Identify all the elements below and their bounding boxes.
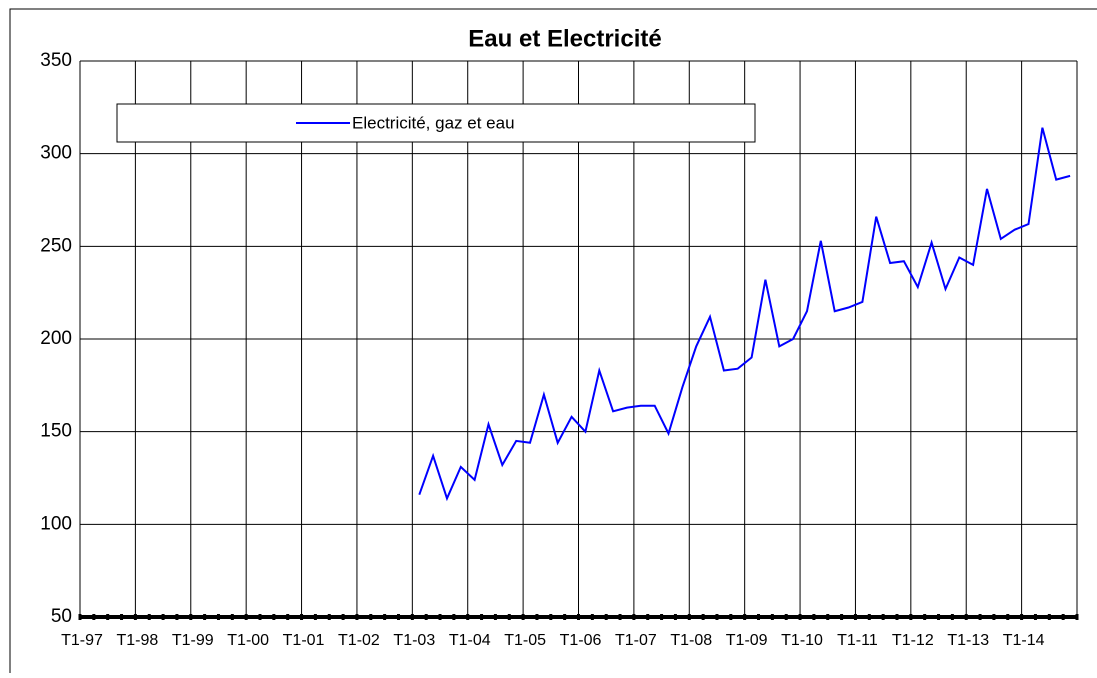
legend-box — [116, 103, 756, 143]
x-tick-label: T1-07 — [615, 632, 657, 649]
x-tick-label: T1-06 — [560, 632, 602, 649]
y-tick-label: 100 — [40, 513, 72, 534]
chart-frame — [9, 8, 1097, 678]
y-tick-label: 50 — [51, 606, 72, 627]
x-tick-label: T1-00 — [227, 632, 269, 649]
x-tick-label: T1-13 — [947, 632, 989, 649]
x-tick-label: T1-11 — [837, 632, 878, 649]
y-tick-label: 300 — [40, 143, 72, 164]
x-tick-label: T1-14 — [1003, 632, 1045, 649]
x-tick-label: T1-04 — [449, 632, 491, 649]
y-tick-label: 150 — [40, 421, 72, 442]
x-tick-label: T1-02 — [338, 632, 380, 649]
x-tick-label: T1-10 — [781, 632, 823, 649]
x-tick-label: T1-08 — [670, 632, 712, 649]
x-tick-label: T1-01 — [283, 632, 325, 649]
chart-title: Eau et Electricité — [468, 25, 661, 52]
x-tick-label: T1-12 — [892, 632, 934, 649]
legend-label: Electricité, gaz et eau — [352, 113, 515, 132]
y-tick-label: 250 — [40, 235, 72, 256]
y-tick-label: 200 — [40, 328, 72, 349]
x-tick-label: T1-99 — [172, 632, 214, 649]
x-tick-label: T1-03 — [393, 632, 435, 649]
x-tick-label: T1-05 — [504, 632, 546, 649]
y-tick-label: 350 — [40, 50, 72, 71]
data-line — [418, 127, 1071, 502]
x-tick-label: T1-97 — [61, 632, 103, 649]
x-tick-label: T1-09 — [726, 632, 768, 649]
x-tick-label: T1-98 — [116, 632, 158, 649]
